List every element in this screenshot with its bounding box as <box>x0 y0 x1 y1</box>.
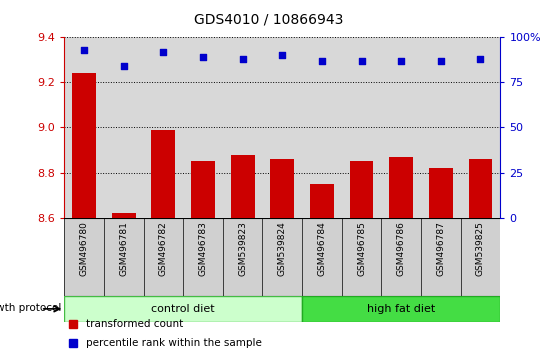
Text: GSM496782: GSM496782 <box>159 222 168 276</box>
Point <box>238 56 247 62</box>
Text: GSM539823: GSM539823 <box>238 222 247 276</box>
Text: GSM496784: GSM496784 <box>318 222 326 276</box>
Bar <box>271 159 294 218</box>
Point <box>79 47 88 53</box>
Text: GSM496785: GSM496785 <box>357 222 366 276</box>
Bar <box>72 73 96 218</box>
Bar <box>310 184 334 218</box>
Bar <box>429 168 453 218</box>
Text: GSM496783: GSM496783 <box>198 222 207 276</box>
Text: GSM496781: GSM496781 <box>119 222 128 276</box>
Bar <box>302 296 500 322</box>
Bar <box>350 161 373 218</box>
Text: growth protocol: growth protocol <box>0 303 61 313</box>
Point <box>198 54 207 60</box>
Bar <box>151 130 176 218</box>
Text: GSM496780: GSM496780 <box>79 222 89 276</box>
Bar <box>468 159 492 218</box>
Point <box>397 58 406 63</box>
Text: GSM496786: GSM496786 <box>397 222 406 276</box>
Text: percentile rank within the sample: percentile rank within the sample <box>86 338 262 348</box>
Bar <box>64 296 302 322</box>
Text: GSM539824: GSM539824 <box>278 222 287 276</box>
Bar <box>231 154 254 218</box>
Point <box>119 63 128 69</box>
Bar <box>191 161 215 218</box>
Bar <box>112 213 136 218</box>
Point <box>437 58 446 63</box>
Text: GDS4010 / 10866943: GDS4010 / 10866943 <box>193 12 343 27</box>
Point <box>278 52 287 58</box>
Point <box>318 58 326 63</box>
Text: transformed count: transformed count <box>86 319 183 329</box>
Point <box>357 58 366 63</box>
Point <box>159 49 168 55</box>
Text: control diet: control diet <box>151 304 215 314</box>
Text: GSM496787: GSM496787 <box>437 222 446 276</box>
Bar <box>389 157 413 218</box>
Text: GSM539825: GSM539825 <box>476 222 485 276</box>
Point <box>476 56 485 62</box>
Text: high fat diet: high fat diet <box>367 304 435 314</box>
